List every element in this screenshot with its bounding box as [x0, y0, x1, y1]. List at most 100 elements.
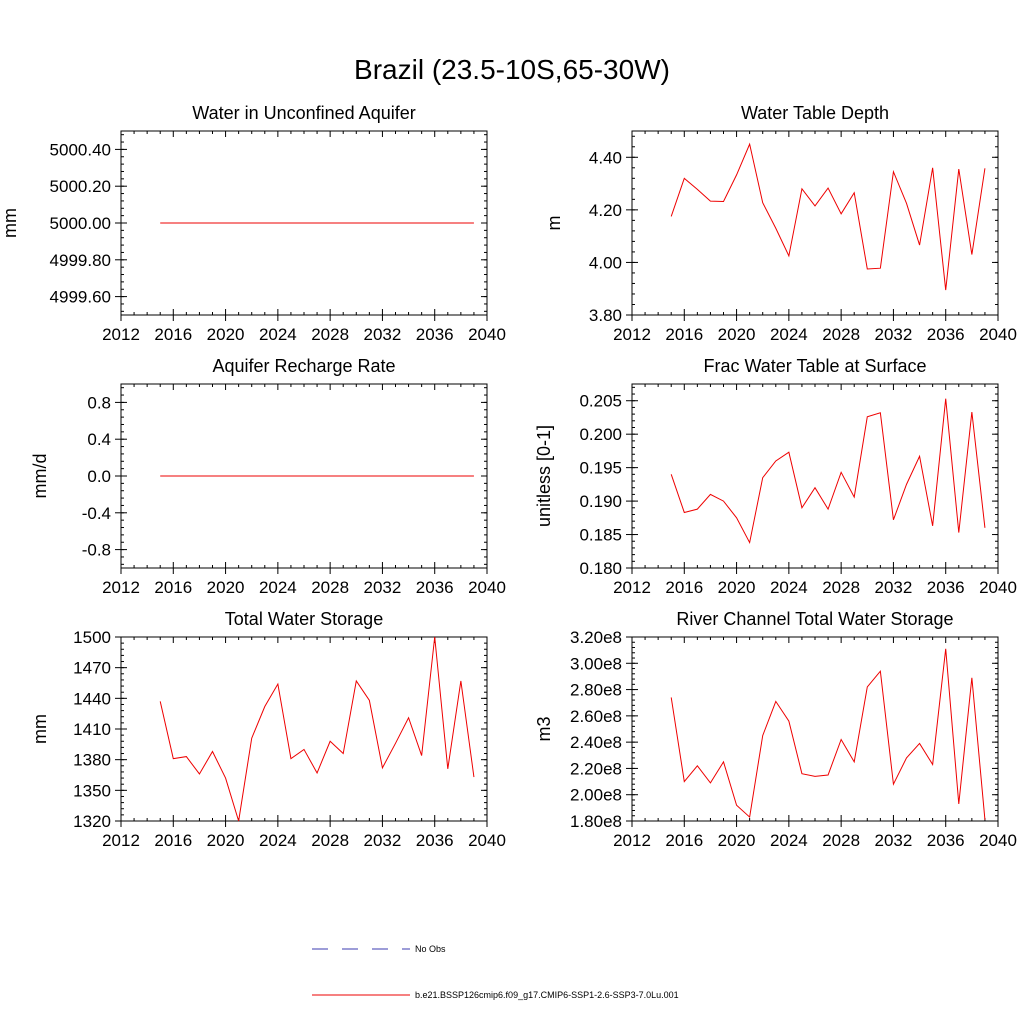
- x-tick-label: 2016: [665, 578, 703, 597]
- legend-label-no-obs: No Obs: [415, 944, 446, 954]
- y-tick-label: 0.180: [579, 559, 622, 578]
- plot-frame: [631, 383, 999, 569]
- y-tick-label: 0.190: [579, 492, 622, 511]
- x-tick-label: 2036: [927, 831, 965, 850]
- x-tick-label: 2028: [311, 325, 349, 344]
- x-tick-label: 2024: [770, 578, 808, 597]
- x-tick-label: 2032: [364, 325, 402, 344]
- y-tick-label: 1350: [73, 781, 111, 800]
- plot-frame: [631, 636, 999, 822]
- chart-panel-1: 2012 2016 2020 2024 2028 2032 2036 2040 4999.60 4…: [0, 103, 506, 344]
- x-tick-label: 2024: [259, 325, 297, 344]
- y-tick-label: 2.00e8: [570, 786, 622, 805]
- y-tick-label: 0.205: [579, 392, 622, 411]
- chart-panel-6: 2012 2016 2020 2024 2028 2032 2036 2040 1.80e8 2.…: [534, 609, 1017, 850]
- series-line-1: [159, 636, 475, 822]
- y-tick-label: 0.4: [87, 430, 111, 449]
- y-tick-label: 4.40: [589, 148, 622, 167]
- y-tick-label: 4.20: [589, 201, 622, 220]
- y-tick-label: 1440: [73, 689, 111, 708]
- x-tick-label: 2016: [154, 831, 192, 850]
- x-tick-label: 2012: [613, 831, 651, 850]
- y-tick-label: 1470: [73, 659, 111, 678]
- x-tick-label: 2032: [875, 325, 913, 344]
- y-tick-label: 0.200: [579, 425, 622, 444]
- y-tick-label: 2.80e8: [570, 681, 622, 700]
- x-tick-label: 2028: [822, 578, 860, 597]
- y-tick-label: 1.80e8: [570, 812, 622, 831]
- y-tick-label: 5000.20: [50, 177, 111, 196]
- panel-title: Water Table Depth: [741, 103, 889, 123]
- figure-title: Brazil (23.5-10S,65-30W): [354, 54, 670, 85]
- chart-panel-2: 2012 2016 2020 2024 2028 2032 2036 2040 3.80 4.00…: [544, 103, 1017, 344]
- y-tick-label: 5000.00: [50, 214, 111, 233]
- x-tick-label: 2016: [665, 325, 703, 344]
- panel-title: River Channel Total Water Storage: [676, 609, 953, 629]
- legend-label-model-run: b.e21.BSSP126cmip6.f09_g17.CMIP6-SSP1-2.…: [415, 990, 679, 1000]
- chart-panel-4: 2012 2016 2020 2024 2028 2032 2036 2040 0.180 0.1…: [534, 356, 1017, 597]
- x-tick-label: 2020: [718, 831, 756, 850]
- y-tick-label: 2.60e8: [570, 707, 622, 726]
- x-tick-label: 2036: [416, 325, 454, 344]
- x-tick-label: 2012: [102, 325, 140, 344]
- y-tick-label: 1500: [73, 628, 111, 647]
- chart-panel-5: 2012 2016 2020 2024 2028 2032 2036 2040 1320 1350…: [30, 609, 506, 850]
- x-tick-label: 2024: [259, 831, 297, 850]
- x-tick-label: 2036: [416, 578, 454, 597]
- y-axis-label: mm: [0, 208, 20, 238]
- x-tick-label: 2012: [102, 831, 140, 850]
- x-tick-label: 2024: [770, 831, 808, 850]
- x-tick-label: 2024: [259, 578, 297, 597]
- x-tick-label: 2032: [875, 578, 913, 597]
- y-tick-label: 0.185: [579, 526, 622, 545]
- x-tick-label: 2040: [468, 578, 506, 597]
- panel-title: Water in Unconfined Aquifer: [192, 103, 415, 123]
- x-tick-label: 2012: [613, 578, 651, 597]
- y-tick-label: 0.0: [87, 467, 111, 486]
- x-tick-label: 2012: [613, 325, 651, 344]
- y-tick-label: 3.80: [589, 306, 622, 325]
- y-tick-label: 5000.40: [50, 140, 111, 159]
- x-tick-label: 2032: [364, 578, 402, 597]
- panel-title: Frac Water Table at Surface: [703, 356, 926, 376]
- y-tick-label: 4999.80: [50, 251, 111, 270]
- x-tick-label: 2036: [927, 325, 965, 344]
- y-tick-label: 0.8: [87, 393, 111, 412]
- y-axis-label: mm/d: [30, 454, 50, 499]
- series-line-1: [670, 142, 986, 291]
- y-tick-label: 1410: [73, 720, 111, 739]
- panel-title: Total Water Storage: [225, 609, 383, 629]
- series-line-1: [670, 648, 986, 820]
- chart-panels: 2012 2016 2020 2024 2028 2032 2036 2040 4999.60 4…: [0, 103, 1017, 850]
- y-tick-label: 1380: [73, 751, 111, 770]
- y-tick-label: 4.00: [589, 253, 622, 272]
- x-tick-label: 2040: [468, 325, 506, 344]
- y-axis-label: unitless [0-1]: [534, 425, 554, 527]
- x-tick-label: 2020: [207, 325, 245, 344]
- series-line-1: [670, 398, 986, 545]
- x-tick-label: 2040: [979, 578, 1017, 597]
- chart-panel-3: 2012 2016 2020 2024 2028 2032 2036 2040 -0.8 -0.4…: [30, 356, 506, 597]
- legend: No Obs b.e21.BSSP126cmip6.f09_g17.CMIP6-…: [312, 944, 679, 1000]
- x-tick-label: 2012: [102, 578, 140, 597]
- x-tick-label: 2040: [979, 325, 1017, 344]
- y-tick-label: 2.40e8: [570, 733, 622, 752]
- x-tick-label: 2028: [822, 831, 860, 850]
- x-tick-label: 2028: [311, 831, 349, 850]
- x-tick-label: 2016: [665, 831, 703, 850]
- y-axis-label: m3: [534, 716, 554, 741]
- y-tick-label: -0.4: [82, 504, 111, 523]
- x-tick-label: 2032: [875, 831, 913, 850]
- x-tick-label: 2020: [207, 578, 245, 597]
- x-tick-label: 2028: [822, 325, 860, 344]
- y-tick-label: 2.20e8: [570, 759, 622, 778]
- x-tick-label: 2020: [207, 831, 245, 850]
- plot-frame: [631, 130, 999, 316]
- x-tick-label: 2036: [927, 578, 965, 597]
- x-tick-label: 2016: [154, 325, 192, 344]
- panel-title: Aquifer Recharge Rate: [212, 356, 395, 376]
- x-tick-label: 2016: [154, 578, 192, 597]
- x-tick-label: 2040: [468, 831, 506, 850]
- y-tick-label: 4999.60: [50, 288, 111, 307]
